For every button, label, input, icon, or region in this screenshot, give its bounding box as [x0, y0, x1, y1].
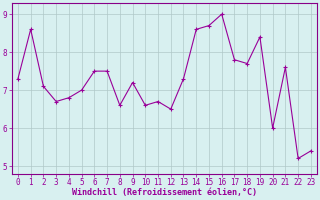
X-axis label: Windchill (Refroidissement éolien,°C): Windchill (Refroidissement éolien,°C) — [72, 188, 257, 197]
